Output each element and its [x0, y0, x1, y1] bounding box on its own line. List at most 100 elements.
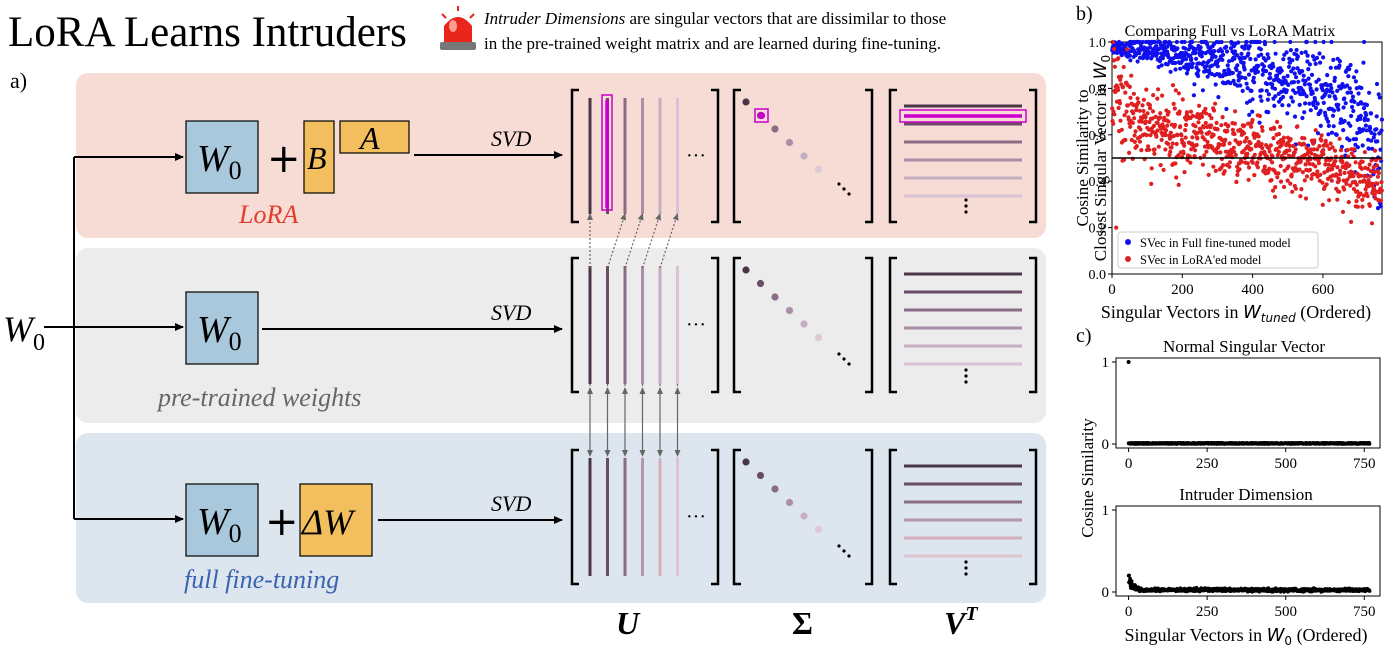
point-lora — [1379, 180, 1384, 185]
point-full-ft — [1292, 71, 1297, 76]
point-lora — [1156, 87, 1161, 92]
point-lora — [1152, 147, 1157, 152]
chart-b-ylabel-line1: Cosine Similarity to — [1073, 90, 1092, 227]
point-full-ft — [1250, 109, 1255, 114]
sigma-diagonal-value — [800, 320, 808, 328]
point-full-ft — [1306, 67, 1311, 72]
chart-b-ytick-label: 0.2 — [1089, 222, 1107, 237]
point-lora — [1137, 139, 1142, 144]
chart-b-ticks: 0 200 400 600 0.0 0.2 0.4 0.6 0.8 1.0 — [1089, 36, 1335, 298]
point-full-ft — [1178, 66, 1183, 71]
point-lora — [1233, 152, 1238, 158]
point-full-ft — [1189, 65, 1194, 70]
point-full-ft — [1263, 58, 1268, 63]
point-lora — [1276, 149, 1281, 154]
point-full-ft — [1288, 39, 1293, 45]
point-lora — [1311, 147, 1316, 152]
point-lora — [1330, 145, 1335, 150]
siren-icon — [440, 6, 476, 50]
point-lora — [1362, 150, 1367, 155]
point-lora — [1340, 209, 1346, 214]
point-full-ft — [1314, 55, 1320, 61]
point-full-ft — [1242, 46, 1247, 51]
point-lora — [1123, 137, 1128, 143]
point-full-ft — [1281, 57, 1286, 62]
point-full-ft — [1196, 68, 1201, 73]
svd-label-fullft: SVD — [491, 491, 531, 516]
point-lora — [1190, 113, 1195, 118]
figure-title: LoRA Learns Intruders — [8, 9, 407, 56]
point-full-ft — [1358, 113, 1363, 118]
point-lora-outlier — [1112, 46, 1117, 52]
point-lora — [1211, 108, 1217, 113]
point-lora — [1347, 163, 1352, 168]
sigma-diag-ellipsis-dot — [837, 182, 841, 186]
point-full-ft — [1273, 51, 1278, 56]
point-lora — [1320, 180, 1325, 185]
point-full-ft — [1300, 115, 1305, 121]
point-lora — [1176, 182, 1181, 187]
point-lora — [1193, 148, 1198, 153]
point-lora — [1270, 160, 1275, 165]
chart-c-xtick-label: 750 — [1353, 604, 1376, 620]
sigma-diagonal-value — [814, 165, 823, 174]
point-lora — [1203, 111, 1209, 116]
point-lora — [1215, 127, 1220, 132]
point-lora — [1286, 153, 1292, 158]
point-lora — [1173, 161, 1178, 166]
point-lora — [1376, 171, 1381, 176]
correspondence-arrow-lora — [624, 213, 644, 269]
point-lora — [1183, 135, 1188, 140]
point-full-ft — [1259, 98, 1264, 103]
point-lora — [1140, 103, 1145, 108]
point-lora — [1246, 177, 1251, 182]
point-lora — [1153, 114, 1158, 119]
point-full-ft — [1249, 88, 1254, 93]
point-full-ft — [1257, 120, 1262, 125]
point-full-ft — [1290, 58, 1295, 63]
point-lora — [1329, 178, 1334, 183]
point-lora — [1368, 174, 1373, 179]
point-lora — [1358, 173, 1364, 178]
point-lora — [1177, 109, 1182, 114]
point-lora — [1128, 95, 1133, 100]
point-full-ft — [1270, 82, 1275, 87]
point-full-ft — [1140, 39, 1145, 45]
point-lora — [1281, 139, 1286, 144]
point-full-ft — [1379, 128, 1384, 133]
svd-label-lora: SVD — [491, 126, 531, 151]
point-full-ft — [1173, 67, 1178, 72]
point-lora — [1351, 174, 1356, 179]
point-full-ft — [1244, 81, 1249, 86]
point-full-ft — [1241, 60, 1246, 65]
point-full-ft — [1128, 58, 1133, 63]
point-full-ft — [1260, 72, 1265, 77]
chart-b-xtick-label: 200 — [1171, 282, 1194, 298]
point-lora — [1116, 105, 1121, 111]
point-full-ft — [1190, 61, 1195, 66]
point-full-ft — [1236, 78, 1241, 83]
vt-bracket-left — [888, 88, 897, 224]
vt-ellipsis-dot — [964, 204, 968, 208]
subtitle-line-2: in the pre-trained weight matrix and are… — [484, 34, 941, 53]
point-lora — [1287, 148, 1292, 153]
point-lora — [1378, 198, 1383, 203]
w0-label-lora: W0 — [197, 138, 242, 185]
point-full-ft — [1318, 108, 1323, 113]
point-lora — [1345, 177, 1350, 182]
point-full-ft — [1266, 92, 1271, 97]
point-full-ft — [1163, 39, 1168, 45]
point-lora — [1129, 73, 1134, 78]
point-full-ft — [1350, 94, 1356, 99]
point-full-ft — [1295, 54, 1300, 59]
point-lora — [1271, 136, 1276, 141]
delta-w-box — [299, 483, 373, 557]
point-full-ft — [1343, 101, 1348, 106]
point-lora — [1315, 147, 1320, 152]
point-lora — [1363, 174, 1369, 179]
intruder-sigma-value — [757, 111, 766, 120]
point-full-ft — [1328, 65, 1333, 70]
point-lora-outlier — [1116, 56, 1121, 61]
vt-bracket-right — [1029, 256, 1038, 394]
point-lora — [1327, 198, 1332, 203]
